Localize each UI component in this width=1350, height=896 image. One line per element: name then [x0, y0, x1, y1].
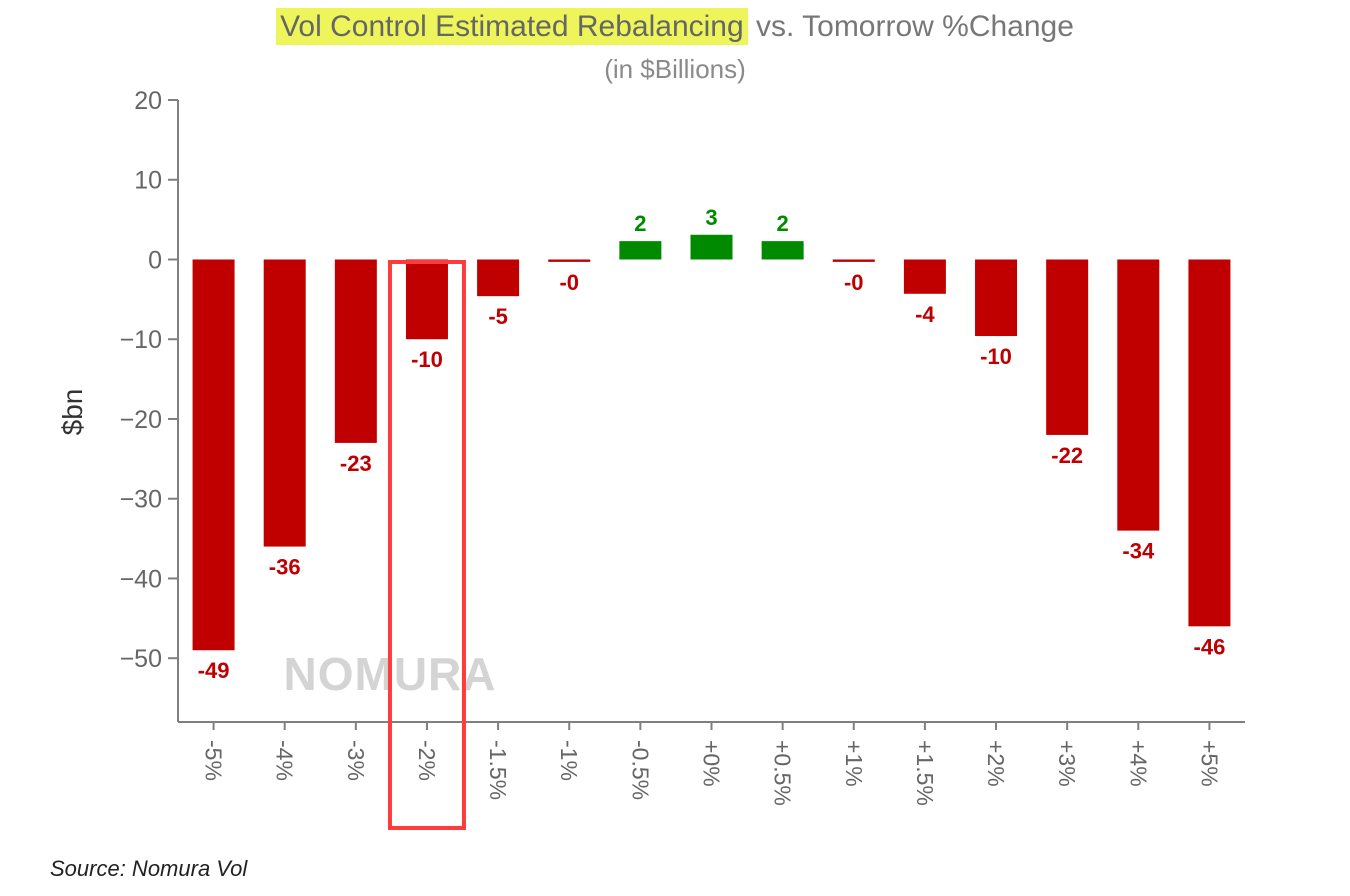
bar-8 [761, 241, 804, 260]
source-note: Source: Nomura Vol [50, 856, 248, 881]
bar-value-label: -34 [1122, 539, 1155, 564]
bar-13 [1117, 259, 1160, 531]
x-tick-label: -4% [272, 740, 298, 781]
bar-2 [334, 259, 377, 443]
y-tick-label: −20 [120, 406, 162, 434]
chart-title-rest: vs. Tomorrow %Change [747, 10, 1074, 43]
bar-value-label: -0 [559, 270, 579, 295]
y-tick-label: −40 [120, 565, 162, 593]
y-axis-ticks: 20 10 0 −10 −20 −30 −40 −50 [120, 87, 178, 673]
x-tick-label: -5% [201, 740, 227, 781]
bars: -49 -36 -23 -10 -5 -0 2 3 2 -0 -4 -10 -22 -34 -46 [192, 205, 1231, 683]
bar-5 [548, 259, 591, 262]
bar-value-label: -4 [915, 302, 935, 327]
bar-value-label: -46 [1194, 634, 1226, 659]
bar-4 [477, 259, 520, 297]
bar-3 [405, 259, 448, 340]
y-axis-label: $bn [57, 389, 88, 436]
bar-value-label: -49 [198, 658, 230, 683]
bar-value-label: -36 [269, 555, 301, 580]
y-tick-label: −50 [120, 645, 162, 673]
bar-value-label: -0 [844, 270, 864, 295]
chart-subtitle: (in $Billions) [604, 54, 746, 84]
bar-value-label: 2 [777, 211, 789, 236]
bar-10 [903, 259, 946, 294]
x-tick-label: -3% [343, 740, 369, 781]
y-tick-label: 10 [134, 167, 162, 195]
x-tick-label: +1% [841, 740, 867, 787]
bar-6 [619, 241, 662, 260]
x-tick-label: +3% [1054, 740, 1080, 787]
x-tick-label: -1% [556, 740, 582, 781]
x-tick-label: -2% [414, 740, 440, 781]
x-tick-label: +1.5% [912, 740, 938, 806]
bar-value-label: -10 [411, 347, 443, 372]
x-tick-label: +0.5% [770, 740, 796, 806]
x-tick-label: +5% [1196, 740, 1222, 787]
y-tick-label: −30 [120, 486, 162, 514]
y-tick-label: −10 [120, 326, 162, 354]
chart-title-highlight: Vol Control Estimated Rebalancing [276, 8, 748, 45]
bar-1 [263, 259, 306, 547]
chart-title: Vol Control Estimated Rebalancing vs. To… [0, 8, 1350, 46]
bar-9 [832, 259, 875, 262]
bar-11 [975, 259, 1018, 337]
bar-12 [1046, 259, 1089, 435]
bar-14 [1188, 259, 1231, 627]
bar-value-label: -5 [488, 304, 508, 329]
bar-value-label: -23 [340, 451, 372, 476]
bar-value-label: -22 [1051, 443, 1083, 468]
bar-7 [690, 234, 733, 260]
x-tick-label: +4% [1125, 740, 1151, 787]
y-tick-label: 20 [134, 87, 162, 115]
x-tick-label: -1.5% [485, 740, 511, 800]
x-tick-label: +2% [983, 740, 1009, 787]
x-axis-labels: -5% -4% -3% -2% -1.5% -1% -0.5% +0% +0.5% +1% +1.5… [201, 722, 1222, 806]
bar-value-label: -10 [980, 344, 1012, 369]
bar-0 [192, 259, 235, 651]
x-tick-label: +0% [699, 740, 725, 787]
y-tick-label: 0 [148, 246, 162, 274]
x-tick-label: -0.5% [627, 740, 653, 800]
highlight-box [387, 260, 466, 830]
bar-value-label: 2 [634, 211, 646, 236]
bar-value-label: 3 [705, 205, 717, 230]
